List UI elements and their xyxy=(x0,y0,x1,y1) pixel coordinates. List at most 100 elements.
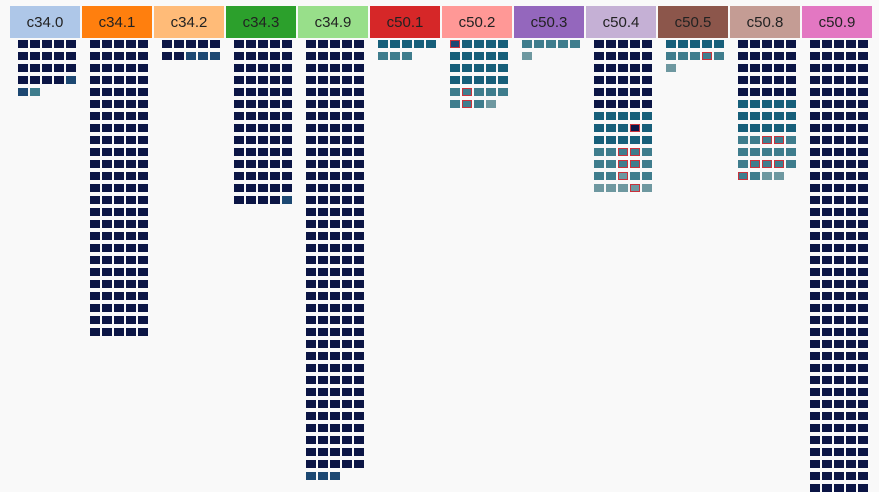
waffle-cell xyxy=(618,160,628,168)
waffle-cell xyxy=(774,100,784,108)
waffle-cell xyxy=(318,244,328,252)
waffle-cell xyxy=(90,184,100,192)
waffle-cell xyxy=(318,256,328,264)
column-header[interactable]: c50.1 xyxy=(370,6,440,38)
waffle-cell xyxy=(630,184,640,192)
waffle-cell xyxy=(822,172,832,180)
waffle-cell xyxy=(846,244,856,252)
waffle-cell xyxy=(330,184,340,192)
waffle-cell xyxy=(342,196,352,204)
waffle-cell xyxy=(834,232,844,240)
waffle-cell xyxy=(126,172,136,180)
column-header[interactable]: c50.8 xyxy=(730,6,800,38)
waffle-cell xyxy=(594,100,604,108)
waffle-cell xyxy=(102,148,112,156)
waffle-cell xyxy=(822,472,832,480)
waffle-cell xyxy=(498,64,508,72)
column-header[interactable]: c50.9 xyxy=(802,6,872,38)
waffle-cell xyxy=(858,52,868,60)
waffle-cell xyxy=(102,316,112,324)
waffle-cell xyxy=(678,40,688,48)
waffle-cell xyxy=(822,160,832,168)
waffle-cell xyxy=(330,244,340,252)
waffle-cell xyxy=(810,172,820,180)
waffle-cell xyxy=(846,148,856,156)
waffle-cell xyxy=(846,352,856,360)
waffle-cell xyxy=(714,40,724,48)
waffle-cell xyxy=(822,340,832,348)
waffle-cell xyxy=(306,448,316,456)
waffle-cell xyxy=(330,136,340,144)
waffle-cell xyxy=(630,100,640,108)
waffle-cell xyxy=(330,64,340,72)
waffle-cell xyxy=(318,232,328,240)
waffle-cell xyxy=(114,52,124,60)
waffle-cell xyxy=(738,100,748,108)
column-header[interactable]: c34.9 xyxy=(298,6,368,38)
waffle-cell xyxy=(594,136,604,144)
waffle-cell xyxy=(258,172,268,180)
waffle-cell xyxy=(834,100,844,108)
waffle-cell xyxy=(594,112,604,120)
waffle-cell xyxy=(810,196,820,204)
column-header[interactable]: c34.0 xyxy=(10,6,80,38)
column-c34-0: c34.0 xyxy=(10,0,80,460)
waffle-cell xyxy=(354,316,364,324)
waffle-cell xyxy=(834,208,844,216)
waffle-cell xyxy=(246,160,256,168)
waffle-cell xyxy=(90,112,100,120)
waffle-cell xyxy=(138,316,148,324)
waffle-cell xyxy=(342,448,352,456)
waffle-cell xyxy=(90,220,100,228)
waffle-cell xyxy=(606,124,616,132)
waffle-cell xyxy=(834,328,844,336)
waffle-cell xyxy=(90,88,100,96)
waffle-cell xyxy=(114,100,124,108)
waffle-cell xyxy=(90,256,100,264)
waffle-cell xyxy=(786,148,796,156)
column-c50-5: c50.5 xyxy=(658,0,728,460)
waffle-cell xyxy=(342,244,352,252)
waffle-cell xyxy=(90,316,100,324)
column-header[interactable]: c50.3 xyxy=(514,6,584,38)
waffle-cell xyxy=(786,112,796,120)
waffle-cell xyxy=(282,76,292,84)
waffle-cell xyxy=(846,376,856,384)
waffle-cell xyxy=(102,172,112,180)
waffle-cell xyxy=(786,88,796,96)
waffle-cell xyxy=(138,100,148,108)
waffle-cell xyxy=(330,292,340,300)
waffle-cell xyxy=(834,244,844,252)
waffle-cell xyxy=(786,160,796,168)
waffle-cell xyxy=(606,76,616,84)
column-header[interactable]: c34.1 xyxy=(82,6,152,38)
waffle-cell xyxy=(786,124,796,132)
waffle-cell xyxy=(330,40,340,48)
waffle-cell xyxy=(846,460,856,468)
waffle-cell xyxy=(54,52,64,60)
waffle-cell xyxy=(846,76,856,84)
column-header[interactable]: c34.2 xyxy=(154,6,224,38)
waffle-cell xyxy=(138,112,148,120)
waffle-cell xyxy=(354,400,364,408)
waffle-cell xyxy=(774,148,784,156)
waffle-cell xyxy=(342,64,352,72)
waffle-cell xyxy=(474,88,484,96)
waffle-cell xyxy=(138,184,148,192)
column-header[interactable]: c50.5 xyxy=(658,6,728,38)
waffle-cell xyxy=(330,160,340,168)
waffle-cell xyxy=(18,40,28,48)
waffle-cell xyxy=(342,88,352,96)
column-header[interactable]: c50.2 xyxy=(442,6,512,38)
waffle-cell xyxy=(306,352,316,360)
waffle-cell xyxy=(618,172,628,180)
waffle-cell xyxy=(18,52,28,60)
waffle-cell xyxy=(834,388,844,396)
waffle-cell xyxy=(834,268,844,276)
waffle-cell xyxy=(834,292,844,300)
waffle-cell xyxy=(270,148,280,156)
waffle-cell xyxy=(354,376,364,384)
waffle-cell xyxy=(318,172,328,180)
column-header[interactable]: c34.3 xyxy=(226,6,296,38)
column-header[interactable]: c50.4 xyxy=(586,6,656,38)
